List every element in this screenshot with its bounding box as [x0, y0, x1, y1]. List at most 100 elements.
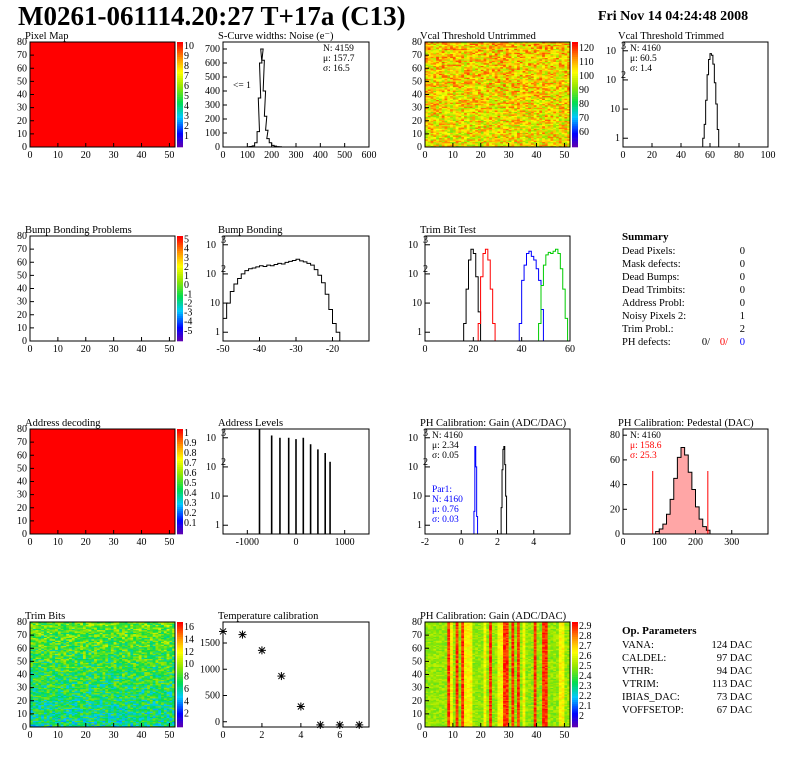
x-tick-label: 40 [532, 730, 542, 741]
x-tick-label: 0 [221, 150, 226, 161]
palette-tick-label: 0.3 [184, 498, 197, 509]
palette-tick-label: 5 [184, 235, 189, 246]
chart-title: Address decoding [25, 418, 101, 429]
chart-title: PH Calibration: Pedestal (DAC) [618, 418, 754, 429]
chart-title: Bump Bonding [218, 225, 283, 236]
heatmap-cells [30, 42, 175, 147]
y-tick-label: 10 [206, 433, 216, 444]
x-tick-label: 0 [621, 150, 626, 161]
palette-tick-label: 0.9 [184, 438, 197, 449]
y-tick-label: 70 [412, 630, 422, 641]
y-tick-label: 10 [412, 129, 422, 140]
histogram-series [222, 258, 341, 341]
y-tick-label: 60 [17, 450, 27, 461]
palette-tick-label: 2.3 [579, 681, 592, 692]
x-tick-label: -50 [216, 344, 229, 355]
x-tick-label: 2 [259, 730, 264, 741]
chart-title: Temperature calibration [218, 611, 319, 622]
y-tick-label: 70 [17, 630, 27, 641]
x-tick-label: 500 [337, 150, 352, 161]
y-tick-label: 10 [610, 104, 620, 115]
y-tick-label: 10 [206, 240, 216, 251]
chart-vcal-untrimmed: Vcal Threshold Untrimmed6070809010011012… [412, 31, 594, 161]
y-tick-label: 0 [215, 142, 220, 153]
plot-frame [29, 235, 176, 342]
x-tick-label: 6 [337, 730, 342, 741]
y-tick-label: 1 [615, 133, 620, 144]
chart-title: Address Levels [218, 418, 283, 429]
x-tick-label: 300 [724, 537, 739, 548]
scatter-point [219, 627, 227, 636]
x-tick-label: 50 [164, 150, 174, 161]
y-tick-label: 10 [17, 323, 27, 334]
palette-tick-label: 1 [184, 131, 189, 142]
x-tick-label: -20 [326, 344, 339, 355]
y-tick-label: 20 [17, 310, 27, 321]
x-tick-label: 0 [294, 537, 299, 548]
palette-tick-label: 4 [184, 101, 189, 112]
y-tick-label: 30 [412, 103, 422, 114]
palette-tick-label: 12 [184, 647, 194, 658]
y-tick-label: 40 [610, 480, 620, 491]
chart-title: PH Calibration: Gain (ADC/DAC) [420, 418, 567, 429]
chart-scurve-widths: S-Curve widths: Noise (e⁻)0 100 200 300 400 5… [205, 31, 377, 161]
palette-tick-label: 6 [184, 684, 189, 695]
y-tick-label: 100 [205, 128, 220, 139]
summary-ph-value: 0/ [702, 337, 710, 348]
y-tick-label: 500 [205, 691, 220, 702]
y-tick-label: 10 [206, 269, 216, 280]
y-tick-label: 50 [17, 463, 27, 474]
x-tick-label: 4 [531, 537, 536, 548]
palette-tick-label: 2.6 [579, 651, 592, 662]
color-palette: 22.12.22.32.42.52.62.72.82.9 [572, 621, 592, 728]
x-tick-label: 40 [137, 537, 147, 548]
y-tick-label: 20 [412, 696, 422, 707]
palette-tick-label: 0.8 [184, 448, 197, 459]
palette-tick-label: 8 [184, 61, 189, 72]
palette-tick-label: 7 [184, 71, 189, 82]
y-tick-exponent: 3 [621, 41, 626, 52]
date-stamp: Fri Nov 14 04:24:48 2008 [598, 9, 749, 24]
y-tick-exponent: 2 [221, 457, 226, 468]
op-parameter-label: VANA: [622, 640, 654, 651]
y-tick-label: 10 [210, 491, 220, 502]
y-tick-label: 200 [205, 114, 220, 125]
y-tick-label: 60 [412, 63, 422, 74]
stat-line: μ: 157.7 [323, 54, 355, 64]
palette-tick-label: 100 [579, 71, 594, 82]
y-tick-label: 50 [17, 76, 27, 87]
summary-label: Mask defects: [622, 259, 681, 270]
annotation: <= 1 [233, 81, 251, 91]
palette-tick-label: 70 [579, 113, 589, 124]
stat-line: σ: 0.05 [432, 451, 459, 461]
x-tick-label: 0 [221, 730, 226, 741]
x-tick-label: 50 [559, 150, 569, 161]
x-tick-label: 0 [423, 344, 428, 355]
palette-tick-label: -1 [184, 289, 192, 300]
palette-tick-label: 4 [184, 696, 189, 707]
summary-value: 0 [740, 272, 745, 283]
x-tick-label: 40 [676, 150, 686, 161]
x-tick-label: 0 [28, 730, 33, 741]
palette-tick-label: 16 [184, 622, 194, 633]
scatter-point [316, 720, 325, 729]
y-tick-label: 30 [17, 297, 27, 308]
x-tick-label: 50 [164, 730, 174, 741]
op-parameters-title: Op. Parameters [622, 625, 697, 637]
palette-tick-label: 2 [579, 711, 584, 722]
stat2-title: Par1: [432, 485, 452, 495]
x-tick-label: 0 [459, 537, 464, 548]
x-tick-label: 20 [476, 730, 486, 741]
x-tick-label: -40 [253, 344, 266, 355]
histogram-series [518, 250, 544, 341]
y-tick-label: 1 [417, 520, 422, 531]
x-tick-label: 100 [761, 150, 776, 161]
y-tick-label: 1 [215, 327, 220, 338]
chart-trim-bit-test: Trim Bit Test 0 20 40 60 1 10 10 2 10 3 [408, 225, 575, 355]
y-tick-exponent: 2 [423, 264, 428, 275]
stat2-line: σ: 0.03 [432, 515, 459, 525]
heatmap-cells [30, 429, 175, 534]
summary-label: Address Probl: [622, 298, 685, 309]
palette-tick-label: -5 [184, 326, 192, 337]
